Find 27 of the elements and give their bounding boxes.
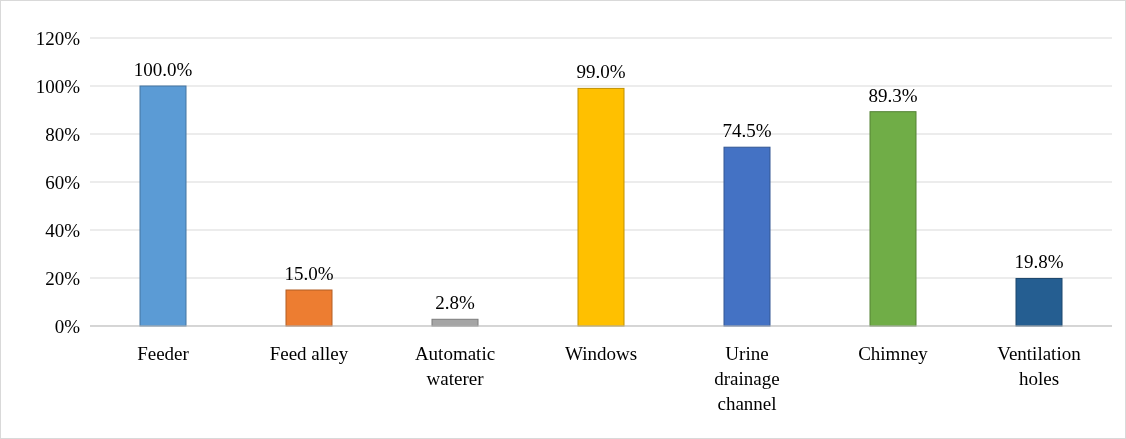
- y-tick-label: 60%: [45, 171, 81, 193]
- data-label: 2.8%: [435, 292, 475, 314]
- bar: [869, 111, 917, 327]
- x-tick-label: Feed alley: [269, 343, 349, 364]
- y-tick-label: 120%: [35, 27, 81, 49]
- y-tick-label: 20%: [45, 267, 81, 289]
- data-label: 74.5%: [722, 120, 772, 142]
- y-tick-label: 100%: [35, 75, 81, 97]
- y-tick-label: 40%: [45, 219, 81, 241]
- data-label: 19.8%: [1014, 251, 1064, 273]
- y-tick-label: 80%: [45, 123, 81, 145]
- x-tick-label: Ventilation holes: [997, 343, 1082, 389]
- data-label: 99.0%: [576, 61, 626, 83]
- x-tick-label: Urine drainage channel: [714, 343, 780, 414]
- data-label: 15.0%: [284, 263, 334, 284]
- data-label: 100.0%: [133, 59, 193, 80]
- bar: [723, 146, 771, 327]
- bar: [139, 85, 187, 327]
- x-tick-label: Automatic waterer: [414, 343, 496, 389]
- x-tick-label: Feeder: [137, 343, 190, 364]
- y-tick-label: 0%: [54, 315, 81, 337]
- x-tick-label: Chimney: [858, 343, 929, 364]
- x-tick-label: Windows: [564, 343, 638, 364]
- bar: [577, 87, 625, 327]
- bar: [1015, 277, 1063, 327]
- bar: [285, 289, 333, 327]
- data-label: 89.3%: [868, 84, 918, 106]
